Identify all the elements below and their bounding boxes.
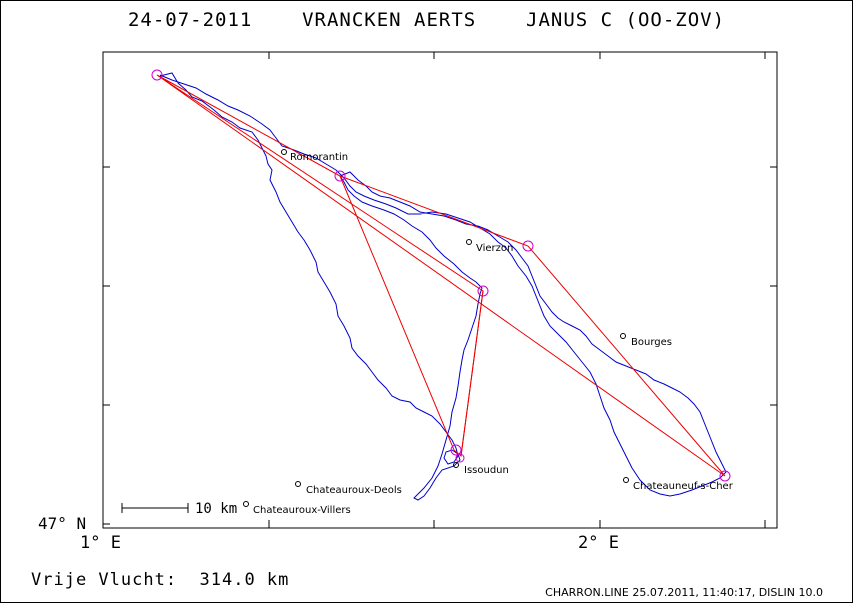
city-label-chateauroux-villers: Chateauroux-Villers xyxy=(253,505,351,516)
city-label-bourges: Bourges xyxy=(631,337,672,348)
scale-bar-label: 10 km xyxy=(195,501,237,517)
city-label-issoudun: Issoudun xyxy=(464,465,509,476)
turnpoint-marker xyxy=(334,170,346,182)
turnpoints xyxy=(151,69,731,482)
task-route xyxy=(156,74,726,477)
city-label-chateauneuf-s-cher: Chateauneuf-s-Cher xyxy=(633,481,734,492)
turnpoint-marker xyxy=(151,69,163,81)
longitude-label-1e: 1° E xyxy=(80,533,121,553)
turnpoint-marker xyxy=(477,285,489,297)
turnpoint-marker xyxy=(450,444,462,456)
gps-track xyxy=(159,72,727,501)
file-info: CHARRON.LINE 25.07.2011, 11:40:17, DISLI… xyxy=(545,586,823,599)
flight-title: 24-07-2011 VRANCKEN AERTS JANUS C (OO-ZO… xyxy=(127,9,726,31)
task-leg xyxy=(460,290,484,457)
longitude-label-2e: 2° E xyxy=(578,533,619,553)
axis-ticks xyxy=(102,52,777,528)
city-markers xyxy=(243,149,629,507)
turnpoint-marker xyxy=(522,240,534,252)
city-label-romorantin: Romorantin xyxy=(290,152,348,163)
latitude-label: 47° N xyxy=(38,514,87,533)
turnpoint-marker xyxy=(719,470,731,482)
city-label-vierzon: Vierzon xyxy=(476,243,513,254)
distance-label: Vrije Vlucht: 314.0 km xyxy=(31,570,290,590)
turnpoint-marker xyxy=(455,453,465,463)
plot-frame xyxy=(102,51,778,529)
scale-bar xyxy=(121,503,189,513)
city-label-chateauroux-deols: Chateauroux-Deols xyxy=(306,485,402,496)
